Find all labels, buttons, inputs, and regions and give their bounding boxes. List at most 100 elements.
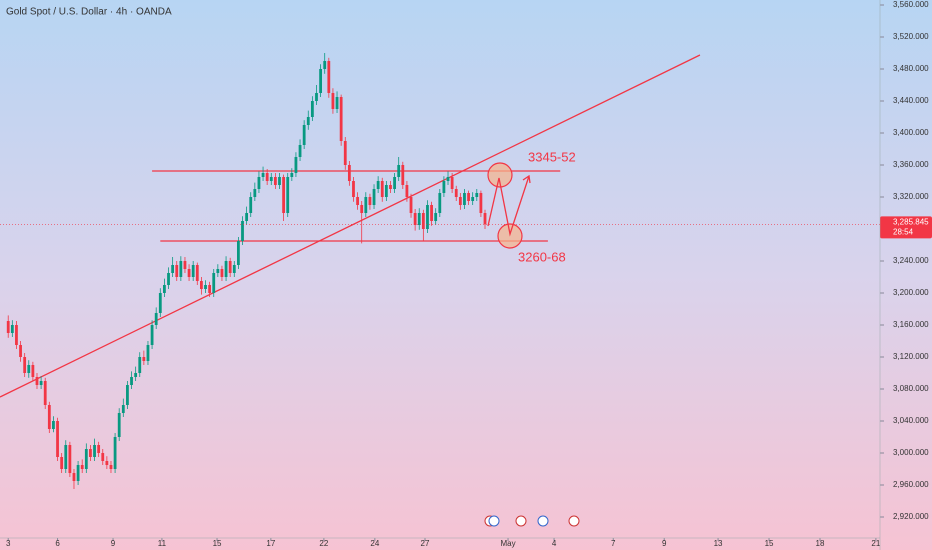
candle-body (323, 61, 327, 69)
candle-body (310, 101, 314, 117)
candle-body (417, 213, 421, 225)
countdown: 28:54 (893, 227, 914, 236)
x-tick-label: 6 (55, 539, 60, 548)
candle-body (426, 205, 429, 229)
candle-body (273, 177, 277, 185)
candle-body (269, 177, 273, 181)
x-tick-label: 9 (662, 539, 667, 548)
projection-arrow (487, 174, 531, 237)
candle-body (245, 213, 249, 221)
candle-body (372, 189, 376, 205)
candle-body (27, 365, 31, 373)
candle-body (191, 265, 195, 277)
candle-body (393, 177, 396, 189)
candle-body (397, 165, 401, 177)
candle-body (183, 261, 187, 269)
x-tick-label: 9 (111, 539, 116, 548)
candle-body (56, 421, 59, 457)
candle-body (467, 193, 470, 201)
y-tick-label: 3,520.000 (893, 32, 929, 41)
candle-body (228, 261, 232, 273)
candle-body (261, 173, 265, 177)
candle-body (438, 193, 442, 213)
candle-body (306, 117, 310, 125)
candle-body (15, 325, 18, 345)
trend-line (0, 54, 701, 398)
candle-body (319, 69, 322, 93)
y-tick-label: 3,000.000 (893, 448, 929, 457)
candle-body (146, 345, 150, 361)
annotation: 3345-52 (528, 149, 576, 164)
x-tick-label: 4 (552, 539, 557, 548)
candle-body (97, 445, 101, 453)
candle-body (384, 185, 388, 197)
y-tick-label: 3,560.000 (893, 0, 929, 9)
candle-body (463, 193, 466, 205)
candle-body (84, 449, 88, 469)
candle-body (471, 197, 475, 201)
candle-body (31, 365, 35, 377)
x-tick-label: 24 (370, 539, 379, 548)
candle-body (434, 213, 438, 221)
candle-body (405, 185, 409, 197)
candle-body (10, 325, 14, 333)
candle-body (479, 193, 483, 213)
event-icon (488, 515, 500, 527)
candle-body (47, 405, 51, 429)
x-tick-label: 27 (421, 539, 430, 548)
y-tick-label: 3,120.000 (893, 352, 929, 361)
projection (487, 162, 531, 249)
price-tag (880, 216, 932, 239)
candle-body (138, 357, 142, 373)
x-tick-label: 17 (266, 539, 275, 548)
candle-body (331, 93, 335, 109)
candle-body (158, 293, 162, 313)
candle-body (101, 453, 105, 461)
candle-body (236, 241, 240, 265)
x-tick-label: 15 (765, 539, 774, 548)
candle-body (171, 265, 175, 273)
candle-body (335, 97, 339, 109)
x-tick-label: May (500, 539, 515, 548)
candle-body (216, 269, 220, 273)
candle-body (376, 181, 380, 189)
candle-body (290, 173, 294, 177)
candle-body (60, 457, 64, 469)
candle-body (364, 197, 368, 213)
candle-body (265, 173, 269, 181)
candle-body (130, 377, 133, 385)
candle-body (163, 285, 166, 293)
candle-body (442, 181, 446, 193)
candle-body (286, 177, 290, 213)
candle-body (195, 265, 199, 281)
event-icon (537, 515, 549, 527)
y-tick-label: 3,440.000 (893, 96, 929, 105)
candle-body (401, 165, 405, 185)
annotation: 3260-68 (518, 249, 566, 264)
candle-body (179, 261, 183, 277)
x-tick-label: 7 (611, 539, 616, 548)
candle-body (134, 373, 138, 377)
candle-body (356, 197, 359, 205)
candle-body (483, 213, 487, 225)
event-icons (484, 515, 580, 527)
candle-body (93, 445, 96, 457)
y-tick-label: 3,200.000 (893, 288, 929, 297)
candle-body (35, 377, 39, 385)
candle-body (249, 197, 253, 213)
y-tick-label: 3,480.000 (893, 64, 929, 73)
x-tick-label: 11 (158, 539, 167, 548)
candle-body (430, 205, 433, 221)
candle-body (327, 61, 331, 93)
candle-body (121, 405, 125, 413)
y-tick-label: 3,080.000 (893, 384, 929, 393)
candle-body (343, 141, 347, 165)
x-tick-label: 15 (213, 539, 222, 548)
candle-body (187, 269, 191, 277)
candle-body (389, 185, 392, 189)
candle-body (454, 189, 458, 197)
candle-body (23, 357, 27, 373)
candle-body (43, 381, 47, 405)
candle-body (241, 221, 244, 241)
